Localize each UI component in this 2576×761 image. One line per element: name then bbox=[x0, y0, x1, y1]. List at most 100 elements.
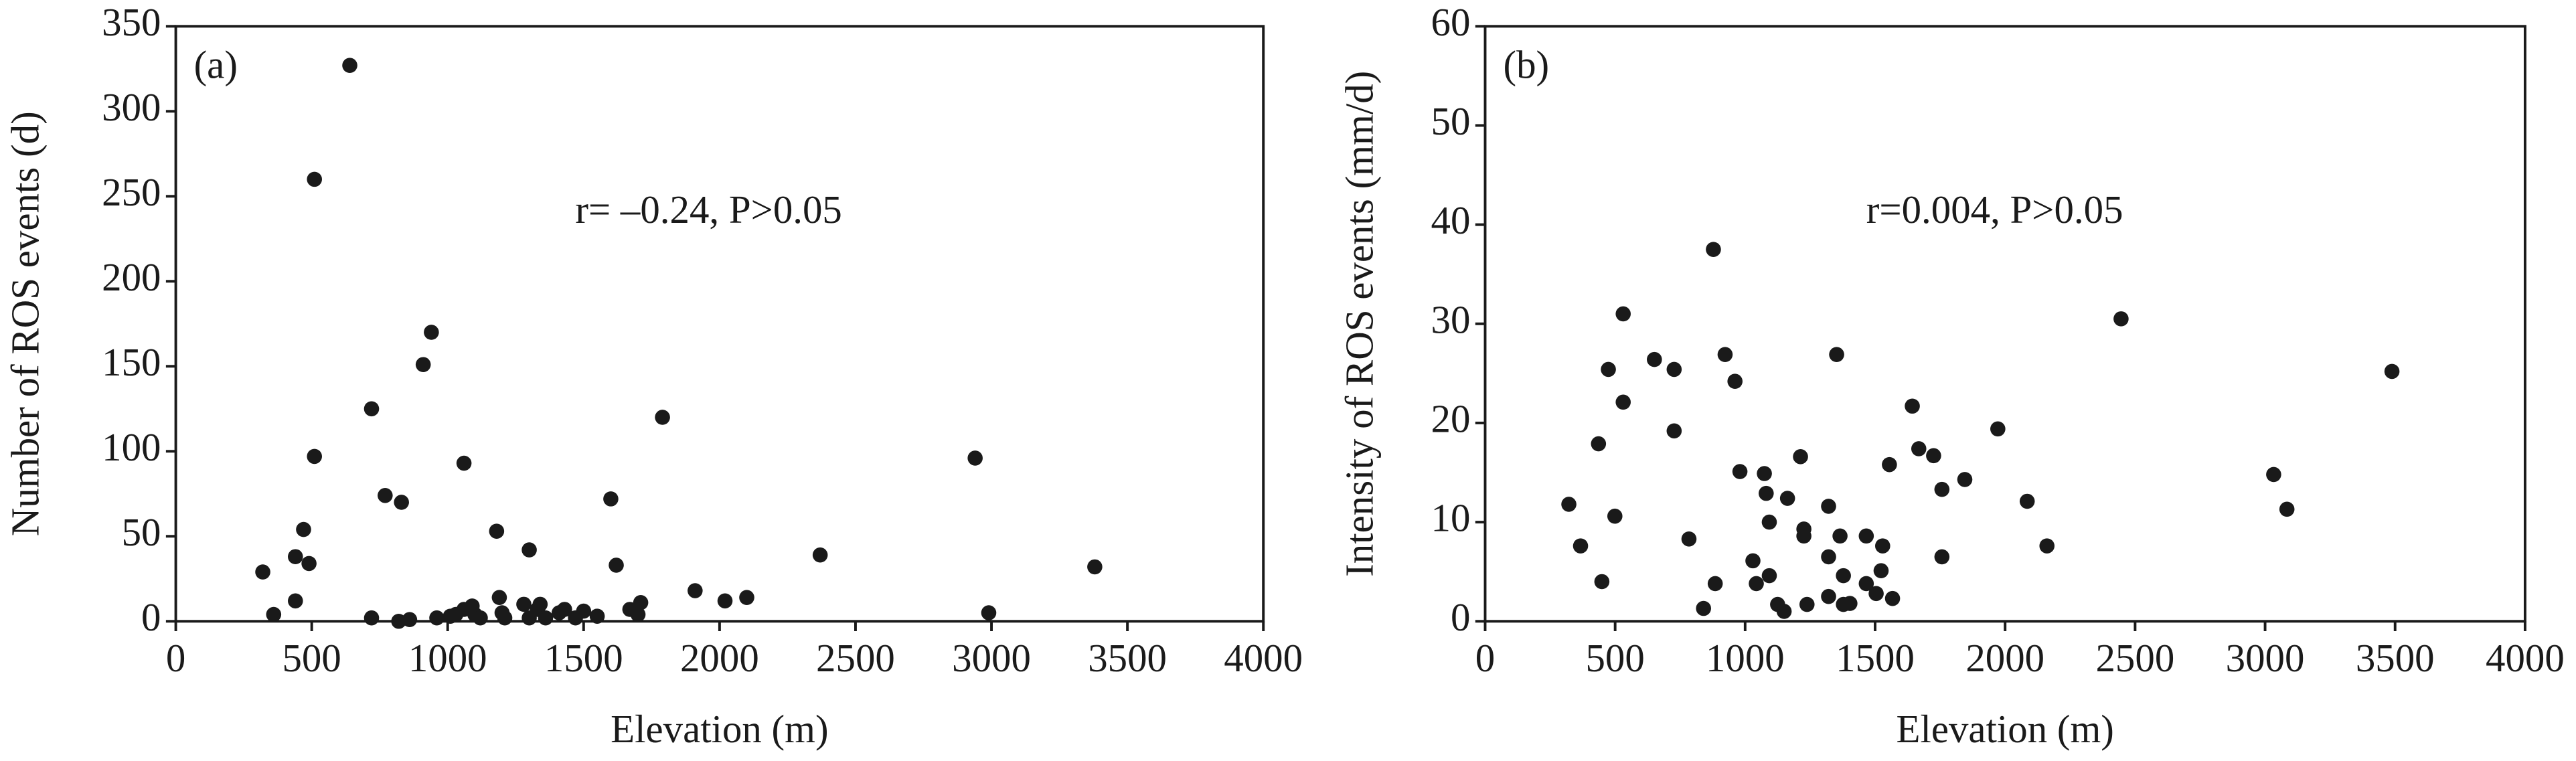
scatter-point bbox=[1666, 423, 1682, 439]
scatter-point bbox=[1601, 361, 1616, 377]
x-tick-label: 2500 bbox=[2095, 637, 2174, 680]
scatter-point bbox=[1821, 499, 1836, 514]
x-tick-label: 3000 bbox=[952, 637, 1031, 680]
scatter-point bbox=[296, 521, 311, 537]
scatter-point bbox=[473, 610, 488, 626]
x-axis-label: Elevation (m) bbox=[611, 707, 828, 751]
scatter-point bbox=[1799, 596, 1815, 612]
scatter-point bbox=[1821, 549, 1836, 565]
y-tick-label: 100 bbox=[102, 426, 161, 469]
scatter-point bbox=[633, 595, 649, 610]
scatter-point bbox=[1087, 559, 1103, 575]
scatter-point bbox=[1884, 590, 1901, 606]
scatter-point bbox=[2113, 311, 2129, 327]
x-tick-label: 2000 bbox=[680, 637, 759, 680]
scatter-point bbox=[717, 593, 733, 609]
scatter-point bbox=[1707, 576, 1723, 592]
scatter-point bbox=[497, 610, 513, 626]
scatter-point bbox=[1779, 491, 1795, 506]
x-tick-label: 2000 bbox=[1965, 637, 2044, 680]
scatter-point bbox=[1842, 596, 1858, 611]
scatter-point bbox=[429, 610, 445, 626]
scatter-point bbox=[1858, 528, 1874, 544]
scatter-point bbox=[538, 610, 554, 626]
x-axis-label: Elevation (m) bbox=[1897, 707, 2114, 751]
scatter-point bbox=[967, 450, 983, 466]
x-tick-label: 4000 bbox=[1224, 637, 1303, 680]
scatter-point bbox=[342, 58, 357, 74]
scatter-point bbox=[1615, 394, 1631, 410]
scatter-point bbox=[1745, 553, 1761, 569]
scatter-point bbox=[1757, 466, 1772, 481]
scatter-point bbox=[532, 596, 548, 612]
scatter-point bbox=[1858, 576, 1874, 592]
scatter-point bbox=[1607, 508, 1623, 524]
scatter-point bbox=[557, 602, 572, 617]
scatter-point bbox=[1732, 464, 1748, 479]
scatter-point bbox=[1821, 588, 1836, 604]
scatter-point bbox=[489, 523, 505, 539]
scatter-point bbox=[1905, 398, 1920, 414]
scatter-point bbox=[1591, 436, 1607, 452]
scatter-point bbox=[516, 596, 532, 612]
scatter-point bbox=[1926, 448, 1941, 464]
y-tick-label: 60 bbox=[1431, 1, 1471, 44]
x-tick-label: 4000 bbox=[2486, 637, 2565, 680]
scatter-point bbox=[307, 448, 323, 464]
plot-frame bbox=[174, 25, 1265, 623]
scatter-point bbox=[2279, 501, 2295, 517]
scatter-point bbox=[378, 488, 393, 503]
y-tick-label: 350 bbox=[102, 1, 161, 44]
y-tick-label: 50 bbox=[1431, 100, 1471, 143]
scatter-point bbox=[402, 612, 418, 628]
panel-label: (b) bbox=[1503, 44, 1549, 87]
scatter-point bbox=[1681, 531, 1697, 547]
scatter-point bbox=[1911, 441, 1927, 456]
x-tick-label: 500 bbox=[1586, 637, 1645, 680]
scatter-point bbox=[394, 495, 409, 510]
scatter-point bbox=[739, 590, 754, 606]
scatter-point bbox=[456, 455, 472, 471]
scatter-point bbox=[1696, 600, 1711, 616]
scatter-point bbox=[603, 491, 619, 507]
scatter-point bbox=[1776, 604, 1792, 619]
y-tick-label: 40 bbox=[1431, 199, 1471, 242]
scatter-point bbox=[1749, 576, 1764, 592]
scatter-point bbox=[364, 610, 380, 626]
y-axis-label: Intensity of ROS events (mm/d) bbox=[1338, 71, 1381, 577]
scatter-point bbox=[688, 583, 703, 598]
scatter-point bbox=[1647, 351, 1662, 367]
scatter-point bbox=[2384, 363, 2400, 379]
scatter-point bbox=[1832, 528, 1848, 544]
scatter-point bbox=[1875, 538, 1890, 554]
y-tick-label: 0 bbox=[141, 596, 161, 639]
scatter-point bbox=[1761, 514, 1777, 530]
x-tick-label: 500 bbox=[282, 637, 341, 680]
scatter-point bbox=[288, 593, 303, 609]
x-tick-label: 2500 bbox=[816, 637, 895, 680]
y-tick-label: 300 bbox=[102, 86, 161, 129]
y-tick-label: 50 bbox=[122, 511, 161, 554]
scatter-point bbox=[307, 171, 323, 187]
scatter-point bbox=[364, 401, 380, 417]
x-tick-label: 3500 bbox=[1088, 637, 1167, 680]
scatter-point bbox=[1934, 481, 1950, 497]
scatter-point bbox=[981, 605, 997, 620]
scatter-point bbox=[1717, 347, 1733, 363]
plot-frame bbox=[1483, 25, 2526, 623]
x-tick-label: 1000 bbox=[1706, 637, 1785, 680]
x-tick-label: 1000 bbox=[408, 637, 487, 680]
scatter-point bbox=[655, 410, 670, 425]
x-tick-label: 3500 bbox=[2356, 637, 2435, 680]
scatter-point bbox=[1793, 449, 1808, 464]
scatter-point bbox=[2019, 493, 2035, 509]
y-axis-label: Number of ROS events (d) bbox=[4, 111, 48, 536]
x-tick-label: 1500 bbox=[544, 637, 623, 680]
scatter-point bbox=[1561, 497, 1577, 512]
scatter-point bbox=[255, 564, 270, 580]
x-tick-label: 0 bbox=[166, 637, 185, 680]
y-tick-label: 30 bbox=[1431, 298, 1471, 341]
scatter-point bbox=[1666, 361, 1682, 377]
y-tick-label: 150 bbox=[102, 341, 161, 384]
